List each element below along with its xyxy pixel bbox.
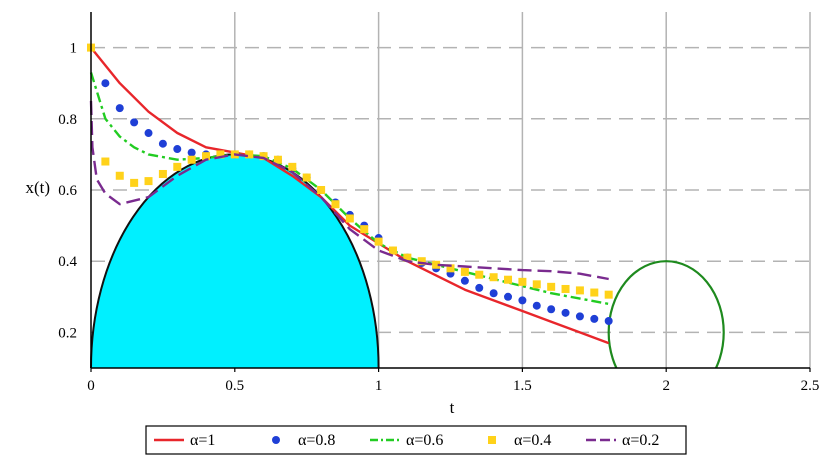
- series-4-point: [432, 260, 441, 269]
- legend: α=1 α=0.8 α=0.6 α=0.4 α=0.2: [145, 425, 687, 455]
- series-2-point: [590, 314, 599, 323]
- series-2-point: [187, 148, 196, 157]
- series-2-point: [101, 79, 110, 88]
- series-4-point: [202, 152, 211, 161]
- series-4-point: [374, 237, 383, 246]
- legend-item-2-label: α=0.8: [298, 432, 335, 449]
- series-4-point: [460, 267, 469, 276]
- series-4-point: [360, 225, 369, 234]
- y-axis-label: x(t): [25, 178, 50, 197]
- series-2-point: [158, 139, 167, 148]
- y-tick-label: 1: [70, 41, 78, 57]
- y-tick-label: 0.8: [58, 112, 77, 128]
- series-2-point: [475, 283, 484, 292]
- legend-item-3-label: α=0.6: [406, 432, 443, 449]
- series-group: [87, 43, 613, 345]
- green-circle: [607, 260, 725, 368]
- series-4-point: [561, 284, 570, 293]
- series-2-point: [575, 312, 584, 321]
- series-4-point: [417, 257, 426, 266]
- series-4-point: [273, 155, 282, 164]
- series-2-point: [130, 118, 139, 127]
- cyan-half-disk: [91, 154, 379, 368]
- series-4-point: [317, 186, 326, 194]
- series-4-point: [475, 270, 484, 279]
- series-4-point: [130, 178, 139, 187]
- x-tick-label: 2: [662, 378, 670, 394]
- series-4-point: [101, 157, 110, 166]
- x-tick-label: 1: [375, 378, 383, 394]
- series-2-point: [547, 305, 556, 314]
- series-2-point: [561, 308, 570, 317]
- tick-labels: 0 0.5 1 1.5 2 2.5 0.2 0.4 0.6 0.8 1: [58, 41, 819, 394]
- series-2-point: [489, 289, 498, 298]
- x-tick-label: 0: [87, 378, 95, 394]
- y-tick-label: 0.4: [58, 254, 77, 270]
- series-2-point: [173, 145, 182, 154]
- series-2-point: [604, 317, 613, 326]
- series-4-point: [345, 214, 354, 223]
- series-4-point: [590, 288, 599, 297]
- series-4-point: [216, 150, 225, 159]
- series-2-point: [532, 301, 541, 310]
- series-2-point: [144, 129, 153, 138]
- series-4-point: [158, 169, 167, 178]
- legend-item-2-marker: [272, 436, 280, 444]
- series-2-point: [518, 296, 527, 305]
- legend-item-4-label: α=0.4: [514, 432, 551, 449]
- series-1-line: [90, 46, 610, 345]
- axes: [90, 12, 810, 369]
- series-2-point: [460, 276, 469, 285]
- y-tick-label: 0.6: [58, 183, 77, 199]
- legend-item-1-label: α=1: [190, 432, 215, 449]
- series-4-point: [532, 280, 541, 289]
- series-4-point: [187, 155, 196, 164]
- x-axis-label: t: [450, 398, 455, 417]
- series-4-point: [575, 286, 584, 295]
- series-4-point: [504, 275, 513, 284]
- series-4-point: [518, 277, 527, 286]
- series-4-point: [388, 246, 397, 255]
- legend-item-5-label: α=0.2: [622, 432, 659, 449]
- series-4-point: [144, 177, 153, 186]
- series-2-point: [504, 292, 513, 301]
- y-tick-label: 0.2: [58, 325, 77, 341]
- series-4-point: [547, 282, 556, 291]
- legend-item-4-marker: [488, 436, 496, 444]
- x-tick-label: 2.5: [801, 378, 820, 394]
- series-4-point: [302, 173, 311, 182]
- series-4-point: [259, 152, 268, 161]
- series-4-point: [115, 171, 124, 180]
- series-4-point: [489, 273, 498, 282]
- series-2-point: [115, 104, 124, 113]
- series-4-point: [173, 162, 182, 171]
- x-tick-label: 0.5: [225, 378, 244, 394]
- series-4-point: [403, 253, 412, 262]
- series-4-point: [288, 162, 297, 171]
- series-4-point: [446, 264, 455, 273]
- series-4-point: [245, 150, 254, 159]
- series-5-line: [89, 100, 609, 281]
- series-4-point: [604, 290, 613, 299]
- x-tick-label: 1.5: [513, 378, 532, 394]
- chart-shapes: [90, 153, 725, 369]
- series-4-point: [331, 200, 340, 209]
